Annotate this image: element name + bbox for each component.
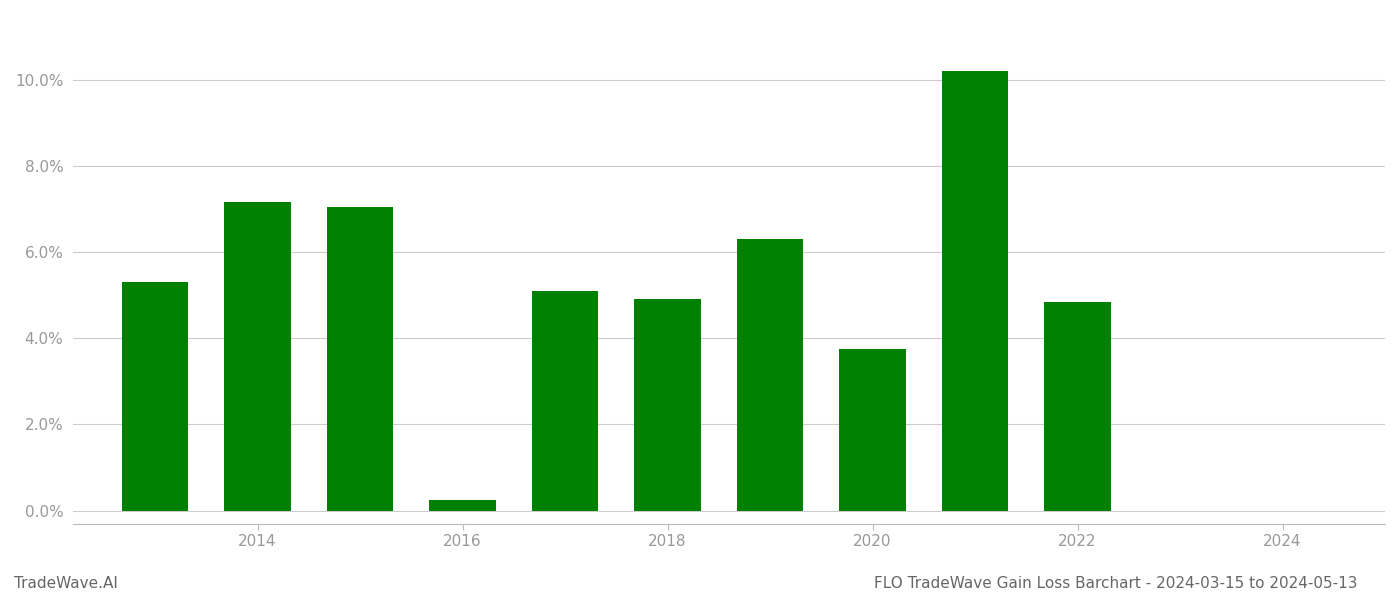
- Bar: [430, 500, 496, 511]
- Bar: [942, 71, 1008, 511]
- Bar: [1044, 302, 1110, 511]
- Bar: [224, 202, 291, 511]
- Text: TradeWave.AI: TradeWave.AI: [14, 576, 118, 591]
- Bar: [326, 207, 393, 511]
- Bar: [122, 282, 189, 511]
- Bar: [736, 239, 804, 511]
- Bar: [532, 291, 598, 511]
- Bar: [634, 299, 701, 511]
- Text: FLO TradeWave Gain Loss Barchart - 2024-03-15 to 2024-05-13: FLO TradeWave Gain Loss Barchart - 2024-…: [875, 576, 1358, 591]
- Bar: [839, 349, 906, 511]
